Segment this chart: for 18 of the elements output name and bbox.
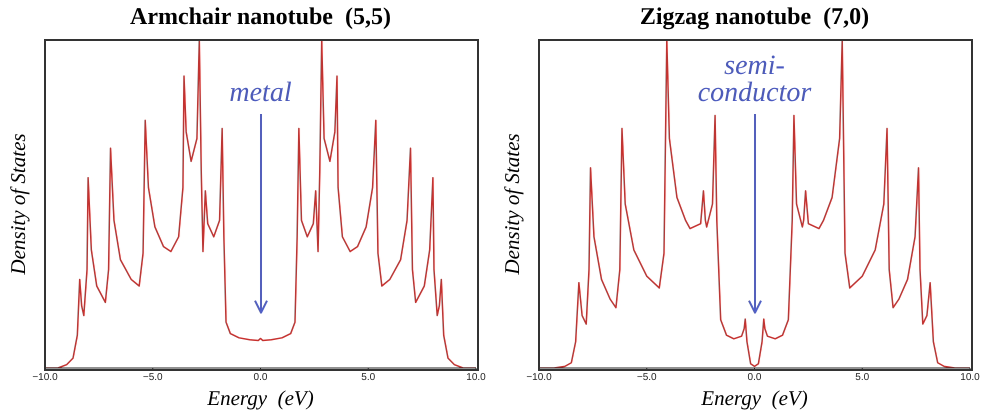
x-tick-label: −5.0 [142,372,164,384]
x-tick-label: 10.0 [466,372,486,384]
x-tick-label: −10.0 [526,372,552,384]
annotation: semi- conductor [696,50,812,108]
chart-title: Zigzag nanotube (7,0) [638,4,870,31]
x-tick-label: 0.0 [254,372,268,384]
y-axis-title: Density of States [500,132,524,277]
y-axis-title: Density of States [6,132,30,277]
x-tick-label: −5.0 [636,372,658,384]
x-axis-title: Energy (eV) [700,386,809,411]
x-tick-label: 0.0 [748,372,762,384]
annotation: metal [228,76,293,108]
x-tick-label: 5.0 [361,372,376,384]
x-tick-label: 5.0 [855,372,870,384]
x-tick-label: −10.0 [32,372,58,384]
chart-title: Armchair nanotube (5,5) [129,4,392,31]
x-tick-label: 10.0 [960,372,980,384]
x-axis-title: Energy (eV) [206,386,315,411]
